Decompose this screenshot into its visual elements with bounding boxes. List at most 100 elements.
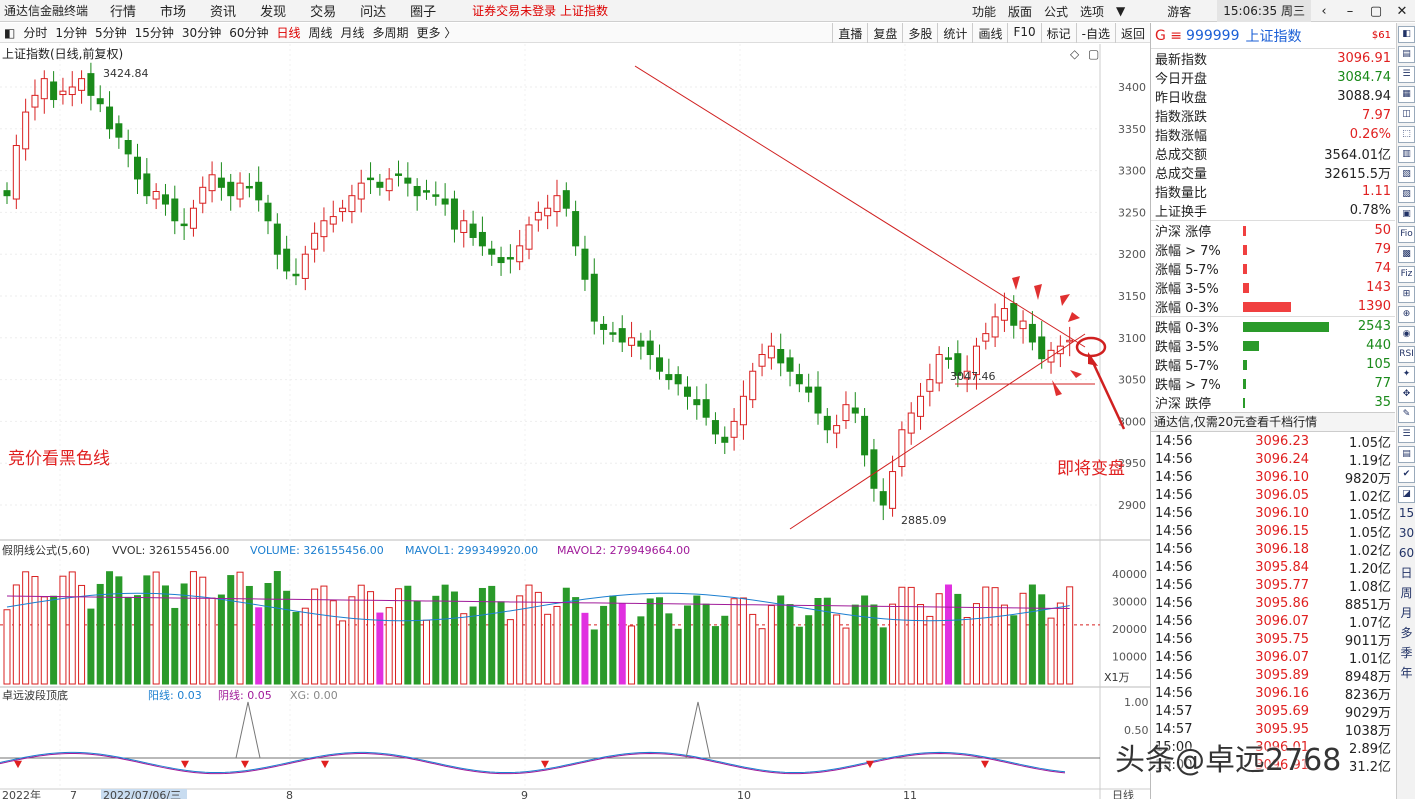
candle-down	[581, 248, 589, 280]
toolbar-icon[interactable]: ⬚	[1398, 126, 1415, 143]
menu-item-expand-icon[interactable]: ▼	[1116, 4, 1126, 18]
tick-price: 3096.10	[1255, 469, 1309, 485]
toolbar-icon[interactable]: ⊕	[1398, 306, 1415, 323]
toolbar-icon[interactable]: ▧	[1398, 166, 1415, 183]
toolbar-icon[interactable]: ✔	[1398, 466, 1415, 483]
quote-row: 上证换手 0.78%	[1151, 201, 1395, 220]
toolbar-icon[interactable]: 周	[1400, 586, 1413, 600]
candle-down	[255, 181, 263, 201]
candle-up	[31, 94, 39, 108]
menu-item-trade[interactable]: 交易	[310, 5, 337, 20]
maximize-icon[interactable]: ▢	[1369, 3, 1383, 19]
toolbar-icon[interactable]: 年	[1400, 666, 1413, 680]
live-button[interactable]: 直播	[832, 23, 867, 43]
candle-up	[972, 345, 980, 376]
user-label[interactable]: 游客	[1167, 4, 1192, 19]
close-icon[interactable]: ✕	[1396, 3, 1408, 19]
toolbar-icon[interactable]: 30	[1398, 526, 1415, 540]
cursor-date-bg	[101, 789, 187, 799]
toolbar-icon[interactable]: 15	[1398, 506, 1415, 520]
back-arrow-icon[interactable]: ‹	[1321, 3, 1327, 19]
menu-item-quotes[interactable]: 行情	[110, 5, 137, 20]
remove-watchlist-button[interactable]: -自选	[1075, 23, 1115, 43]
toolbar-icon[interactable]: 多	[1400, 626, 1413, 640]
volume-bar	[283, 590, 291, 685]
multi-stock-button[interactable]: 多股	[902, 23, 937, 43]
menu-item-ask[interactable]: 问达	[360, 5, 387, 20]
kline-chart[interactable]: 3400 3350 3300 3250 3200 3150 3100 3050 3000 2950…	[0, 44, 1150, 799]
menu-item-options[interactable]: 选项	[1080, 4, 1105, 19]
osc-panel-title[interactable]: 卓远波段顶底	[2, 688, 68, 702]
menu-item-news[interactable]: 资讯	[210, 5, 237, 20]
diamond-icon[interactable]: ◇	[1070, 47, 1080, 61]
period-tab[interactable]: 分时	[23, 26, 48, 40]
toolbar-icon[interactable]: ☰	[1398, 426, 1415, 443]
volume-bar	[506, 619, 514, 685]
menu-item-discover[interactable]: 发现	[260, 5, 287, 20]
panel-toggle-icon[interactable]: ◧	[4, 25, 16, 40]
toolbar-icon[interactable]: 季	[1400, 646, 1413, 660]
toolbar-icon[interactable]: 月	[1400, 606, 1413, 620]
replay-button[interactable]: 复盘	[867, 23, 902, 43]
period-tab[interactable]: 15分钟	[134, 26, 174, 40]
quote-row: 指数涨幅 0.26%	[1151, 125, 1395, 144]
menu-item-formula[interactable]: 公式	[1044, 4, 1069, 19]
period-tab[interactable]: 30分钟	[181, 26, 222, 40]
menu-item-circle[interactable]: 圈子	[410, 5, 437, 20]
tick-volume: 1038万	[1344, 723, 1391, 739]
toolbar-icon[interactable]: ⊞	[1398, 286, 1415, 303]
toolbar-icon[interactable]: ▨	[1398, 186, 1415, 203]
osc-xg-label: XG: 0.00	[290, 689, 338, 702]
period-tab[interactable]: 周线	[308, 26, 333, 40]
period-tab[interactable]: 月线	[340, 26, 365, 40]
minimize-icon[interactable]: –	[1346, 3, 1354, 19]
toolbar-icon[interactable]: ☰	[1398, 66, 1415, 83]
period-tab[interactable]: 多周期	[372, 26, 409, 40]
period-tab-more[interactable]: 更多 〉	[416, 26, 457, 40]
volume-bar	[534, 591, 542, 685]
volume-panel-title[interactable]: 假阴线公式(5,60)	[2, 543, 90, 557]
toolbar-icon[interactable]: RSI	[1398, 346, 1415, 363]
price-tick-label: 3400	[1118, 81, 1146, 94]
toolbar-icon[interactable]: 日	[1400, 566, 1413, 580]
toolbar-icon[interactable]: ◫	[1398, 106, 1415, 123]
period-tab[interactable]: 60分钟	[229, 26, 269, 40]
period-tab-daily[interactable]: 日线	[276, 26, 301, 40]
toolbar-icon[interactable]: ◧	[1398, 26, 1415, 43]
toolbar-icon[interactable]: ▤	[1398, 46, 1415, 63]
draw-button[interactable]: 画线	[972, 23, 1007, 43]
volume-bar	[227, 575, 235, 685]
mark-button[interactable]: 标记	[1040, 23, 1076, 43]
toolbar-icon[interactable]: Fio	[1398, 226, 1415, 243]
toolbar-icon[interactable]: ✥	[1398, 386, 1415, 403]
toolbar-icon[interactable]: 60	[1398, 546, 1415, 560]
f10-button[interactable]: F10	[1007, 23, 1040, 43]
menu-item-function[interactable]: 功能	[971, 4, 996, 19]
toolbar-icon[interactable]: ▥	[1398, 146, 1415, 163]
back-button[interactable]: 返回	[1114, 23, 1150, 43]
toolbar-icon[interactable]: ▦	[1398, 86, 1415, 103]
period-tab[interactable]: 5分钟	[95, 26, 127, 40]
toolbar-icon[interactable]: ✦	[1398, 366, 1415, 383]
menu-item-layout[interactable]: 版面	[1007, 4, 1032, 19]
toolbar-icon[interactable]: ◪	[1398, 486, 1415, 503]
breadth-label: 跌幅 3-5%	[1155, 340, 1219, 355]
price-tick-label: 3000	[1118, 415, 1146, 428]
toolbar-icon[interactable]: ▣	[1398, 206, 1415, 223]
menu-item-market[interactable]: 市场	[160, 5, 187, 20]
quote-tag[interactable]: $61	[1371, 30, 1391, 41]
toolbar-icon[interactable]: ▤	[1398, 446, 1415, 463]
period-tab[interactable]: 1分钟	[55, 26, 87, 40]
tick-list-title[interactable]: 通达信,仅需20元查看千档行情	[1151, 412, 1395, 432]
square-icon[interactable]: ▢	[1088, 47, 1099, 61]
toolbar-icon[interactable]: ✎	[1398, 406, 1415, 423]
toolbar-icon[interactable]: ▩	[1398, 246, 1415, 263]
toolbar-icon[interactable]: Fiz	[1398, 266, 1415, 283]
tick-row: 14:56 3096.10 1.05亿	[1151, 504, 1395, 523]
candle-down	[292, 273, 300, 277]
volume-bar	[441, 584, 449, 685]
toolbar-icon[interactable]: ◉	[1398, 326, 1415, 343]
breadth-row: 沪深 涨停 50	[1151, 221, 1395, 240]
login-warning[interactable]: 证券交易未登录 上证指数	[472, 4, 608, 18]
stats-button[interactable]: 统计	[937, 23, 972, 43]
